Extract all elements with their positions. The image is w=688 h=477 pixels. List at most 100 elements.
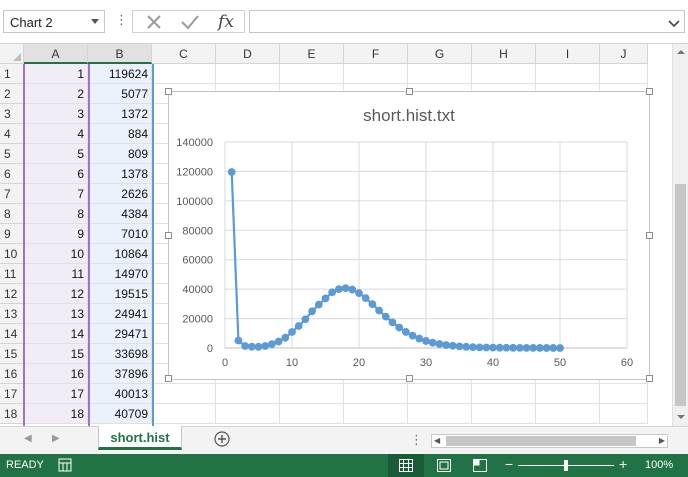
cell-e18[interactable]	[280, 404, 344, 424]
row-header[interactable]: 9	[0, 224, 24, 244]
cell-g18[interactable]	[408, 404, 472, 424]
cell-b14[interactable]: 29471	[88, 324, 152, 344]
row-header[interactable]: 18	[0, 404, 24, 424]
cell-j1[interactable]	[600, 64, 648, 84]
row-header[interactable]: 2	[0, 84, 24, 104]
zoom-level[interactable]: 100%	[645, 459, 674, 471]
column-header-d[interactable]: D	[216, 44, 280, 64]
row-header[interactable]: 4	[0, 124, 24, 144]
cell-a13[interactable]: 13	[24, 304, 88, 324]
row-header[interactable]: 6	[0, 164, 24, 184]
cell-b15[interactable]: 33698	[88, 344, 152, 364]
row-header[interactable]: 14	[0, 324, 24, 344]
cell-c1[interactable]	[152, 64, 216, 84]
cell-a8[interactable]: 8	[24, 204, 88, 224]
cell-a3[interactable]: 3	[24, 104, 88, 124]
row-header[interactable]: 8	[0, 204, 24, 224]
cell-b2[interactable]: 5077	[88, 84, 152, 104]
column-header-b[interactable]: B	[88, 44, 152, 64]
cell-j17[interactable]	[600, 384, 648, 404]
cell-h18[interactable]	[472, 404, 536, 424]
cell-b13[interactable]: 24941	[88, 304, 152, 324]
enter-check-icon[interactable]	[175, 11, 205, 32]
insert-function-icon[interactable]: fx	[218, 11, 234, 32]
resize-handle[interactable]	[406, 88, 413, 95]
column-header-h[interactable]: H	[472, 44, 536, 64]
row-header[interactable]: 16	[0, 364, 24, 384]
scroll-down-icon[interactable]	[676, 414, 686, 420]
cell-b8[interactable]: 4384	[88, 204, 152, 224]
row-header[interactable]: 11	[0, 264, 24, 284]
cell-b4[interactable]: 884	[88, 124, 152, 144]
cell-a18[interactable]: 18	[24, 404, 88, 424]
cell-i17[interactable]	[536, 384, 600, 404]
scroll-up-icon[interactable]	[676, 49, 686, 55]
cancel-icon[interactable]	[139, 11, 169, 32]
row-header[interactable]: 5	[0, 144, 24, 164]
column-header-a[interactable]: A	[24, 44, 88, 64]
cell-h17[interactable]	[472, 384, 536, 404]
cell-a17[interactable]: 17	[24, 384, 88, 404]
cell-d1[interactable]	[216, 64, 280, 84]
vertical-scroll-thumb[interactable]	[675, 184, 686, 406]
normal-view-icon[interactable]	[388, 454, 424, 477]
row-header[interactable]: 3	[0, 104, 24, 124]
cell-a6[interactable]: 6	[24, 164, 88, 184]
cell-a11[interactable]: 11	[24, 264, 88, 284]
row-header[interactable]: 10	[0, 244, 24, 264]
cell-f17[interactable]	[344, 384, 408, 404]
cell-d18[interactable]	[216, 404, 280, 424]
row-header[interactable]: 17	[0, 384, 24, 404]
cell-f1[interactable]	[344, 64, 408, 84]
cell-f18[interactable]	[344, 404, 408, 424]
zoom-slider-thumb[interactable]	[564, 460, 568, 471]
cell-b9[interactable]: 7010	[88, 224, 152, 244]
cell-h1[interactable]	[472, 64, 536, 84]
resize-handle[interactable]	[165, 375, 172, 382]
next-sheet-icon[interactable]: ▶	[52, 433, 60, 444]
cell-b10[interactable]: 10864	[88, 244, 152, 264]
cell-a2[interactable]: 2	[24, 84, 88, 104]
expand-formula-bar-icon[interactable]	[668, 17, 680, 31]
horizontal-scrollbar[interactable]: ◀ ▶	[431, 434, 668, 448]
cell-d17[interactable]	[216, 384, 280, 404]
formula-input[interactable]	[249, 10, 685, 33]
column-header-e[interactable]: E	[280, 44, 344, 64]
cell-b3[interactable]: 1372	[88, 104, 152, 124]
column-header-g[interactable]: G	[408, 44, 472, 64]
cell-b5[interactable]: 809	[88, 144, 152, 164]
cell-b12[interactable]: 19515	[88, 284, 152, 304]
cell-a7[interactable]: 7	[24, 184, 88, 204]
column-header-c[interactable]: C	[152, 44, 216, 64]
cell-a9[interactable]: 9	[24, 224, 88, 244]
cell-g17[interactable]	[408, 384, 472, 404]
page-break-view-icon[interactable]	[473, 459, 487, 475]
cell-g1[interactable]	[408, 64, 472, 84]
cell-a5[interactable]: 5	[24, 144, 88, 164]
select-all-corner[interactable]	[0, 44, 24, 64]
resize-handle[interactable]	[165, 88, 172, 95]
zoom-in-icon[interactable]: +	[619, 456, 628, 472]
cell-a16[interactable]: 16	[24, 364, 88, 384]
row-header[interactable]: 1	[0, 64, 24, 84]
row-header[interactable]: 12	[0, 284, 24, 304]
scroll-left-icon[interactable]: ◀	[434, 436, 441, 445]
chevron-down-icon[interactable]	[91, 19, 99, 24]
zoom-out-icon[interactable]: −	[505, 456, 514, 472]
resize-handle[interactable]	[646, 232, 653, 239]
cell-j18[interactable]	[600, 404, 648, 424]
horizontal-scroll-thumb[interactable]	[446, 436, 636, 446]
cell-a12[interactable]: 12	[24, 284, 88, 304]
scroll-right-icon[interactable]: ▶	[658, 436, 665, 445]
row-header[interactable]: 15	[0, 344, 24, 364]
column-header-f[interactable]: F	[344, 44, 408, 64]
cell-i1[interactable]	[536, 64, 600, 84]
prev-sheet-icon[interactable]: ◀	[24, 433, 32, 444]
more-options-icon[interactable]: ⋮	[115, 12, 128, 27]
cell-b1[interactable]: 119624	[88, 64, 152, 84]
resize-handle[interactable]	[406, 375, 413, 382]
cell-b16[interactable]: 37896	[88, 364, 152, 384]
resize-handle[interactable]	[165, 232, 172, 239]
add-sheet-icon[interactable]	[214, 431, 230, 450]
cell-b18[interactable]: 40709	[88, 404, 152, 424]
